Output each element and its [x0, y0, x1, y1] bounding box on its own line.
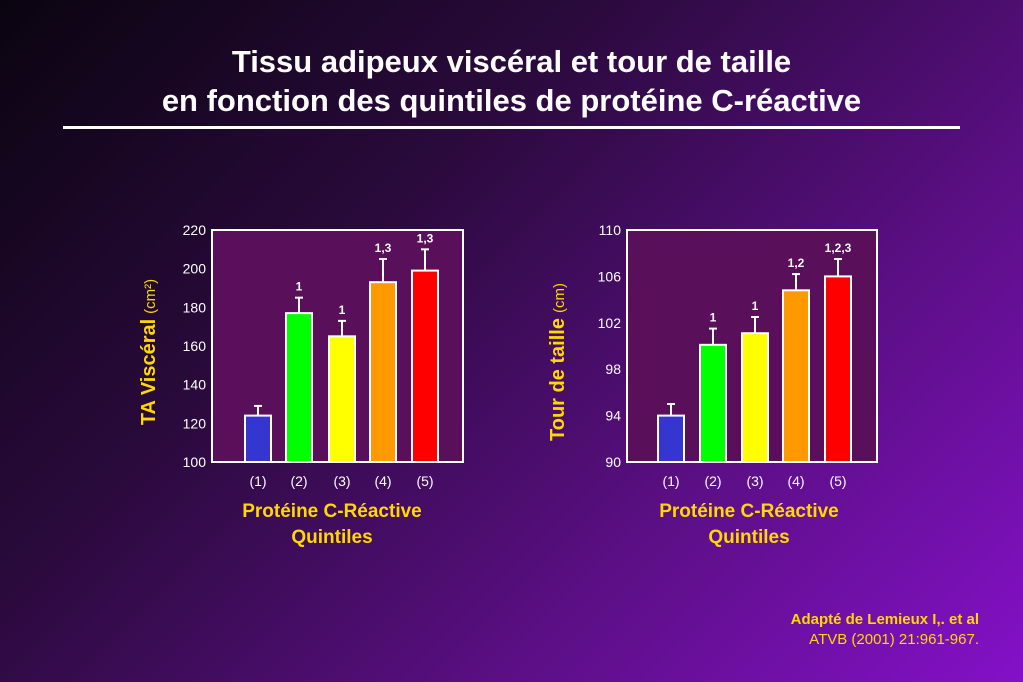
significance-label: 1 [752, 299, 759, 313]
chart-2: 90 94 98 102 106 110 (1) 1 (2) 1 (3) 1,2 (4) 1,2,3 (5)… [547, 222, 878, 548]
chart-1: 100 120 140 160 180 200 220 (1) 1 (2) 1 (3) 1,3 (4) 1,… [138, 222, 464, 548]
y-tick-label: 140 [183, 377, 207, 393]
x-axis-subtitle: Quintiles [708, 527, 789, 548]
x-tick-label: (2) [290, 473, 307, 489]
x-axis-title: Protéine C-Réactive [659, 501, 839, 522]
x-tick-label: (4) [374, 473, 391, 489]
y-tick-label: 94 [605, 408, 621, 424]
y-tick-label: 98 [605, 361, 621, 377]
y-axis-label-unit: (cm²) [142, 279, 159, 314]
x-tick-label: (5) [829, 473, 846, 489]
title-underline [63, 126, 960, 129]
x-tick-label: (3) [333, 473, 350, 489]
bar [824, 275, 852, 463]
y-axis-label: TA Viscéral (cm²) [138, 279, 160, 425]
y-tick-label: 106 [598, 268, 622, 284]
y-tick-label: 120 [183, 415, 207, 431]
bar [369, 281, 397, 464]
y-tick-label: 180 [183, 299, 207, 315]
bar [285, 312, 313, 463]
bar [657, 414, 685, 464]
y-tick-label: 200 [183, 261, 207, 277]
y-tick-label: 160 [183, 338, 207, 354]
title-line-1: Tissu adipeux viscéral et tour de taille [231, 44, 792, 79]
bar [328, 335, 356, 464]
bar [244, 414, 272, 464]
significance-label: 1,2,3 [825, 241, 852, 255]
y-tick-label: 102 [598, 315, 622, 331]
x-tick-label: (1) [662, 473, 679, 489]
y-tick-label: 220 [183, 222, 207, 238]
significance-label: 1,3 [375, 241, 392, 255]
y-axis-label-unit: (cm) [551, 283, 568, 313]
significance-label: 1 [710, 311, 717, 325]
y-axis-label-main: TA Viscéral [138, 319, 160, 425]
x-axis-title: Protéine C-Réactive [242, 501, 422, 522]
bar [782, 289, 810, 463]
significance-label: 1 [296, 280, 303, 294]
x-tick-label: (5) [416, 473, 433, 489]
y-tick-label: 100 [183, 454, 207, 470]
source-reference: Adapté de Lemieux I,. et al [790, 611, 979, 628]
significance-label: 1,2 [788, 256, 805, 270]
source-journal: ATVB (2001) 21:961-967. [809, 631, 979, 648]
significance-label: 1 [339, 303, 346, 317]
x-tick-label: (2) [704, 473, 721, 489]
title-line-2: en fonction des quintiles de protéine C-… [161, 83, 862, 118]
bar [411, 269, 439, 463]
bar [741, 332, 769, 463]
significance-label: 1,3 [417, 231, 434, 245]
y-axis-label-main: Tour de taille [547, 318, 569, 441]
x-tick-label: (3) [746, 473, 763, 489]
y-tick-label: 90 [605, 454, 621, 470]
x-tick-label: (1) [249, 473, 266, 489]
bar [699, 343, 727, 463]
x-axis-subtitle: Quintiles [291, 527, 372, 548]
slide-title: Tissu adipeux viscéral et tour de taille… [0, 42, 1023, 120]
x-tick-label: (4) [787, 473, 804, 489]
y-axis-label: Tour de taille (cm) [547, 283, 569, 441]
y-tick-label: 110 [599, 222, 622, 238]
